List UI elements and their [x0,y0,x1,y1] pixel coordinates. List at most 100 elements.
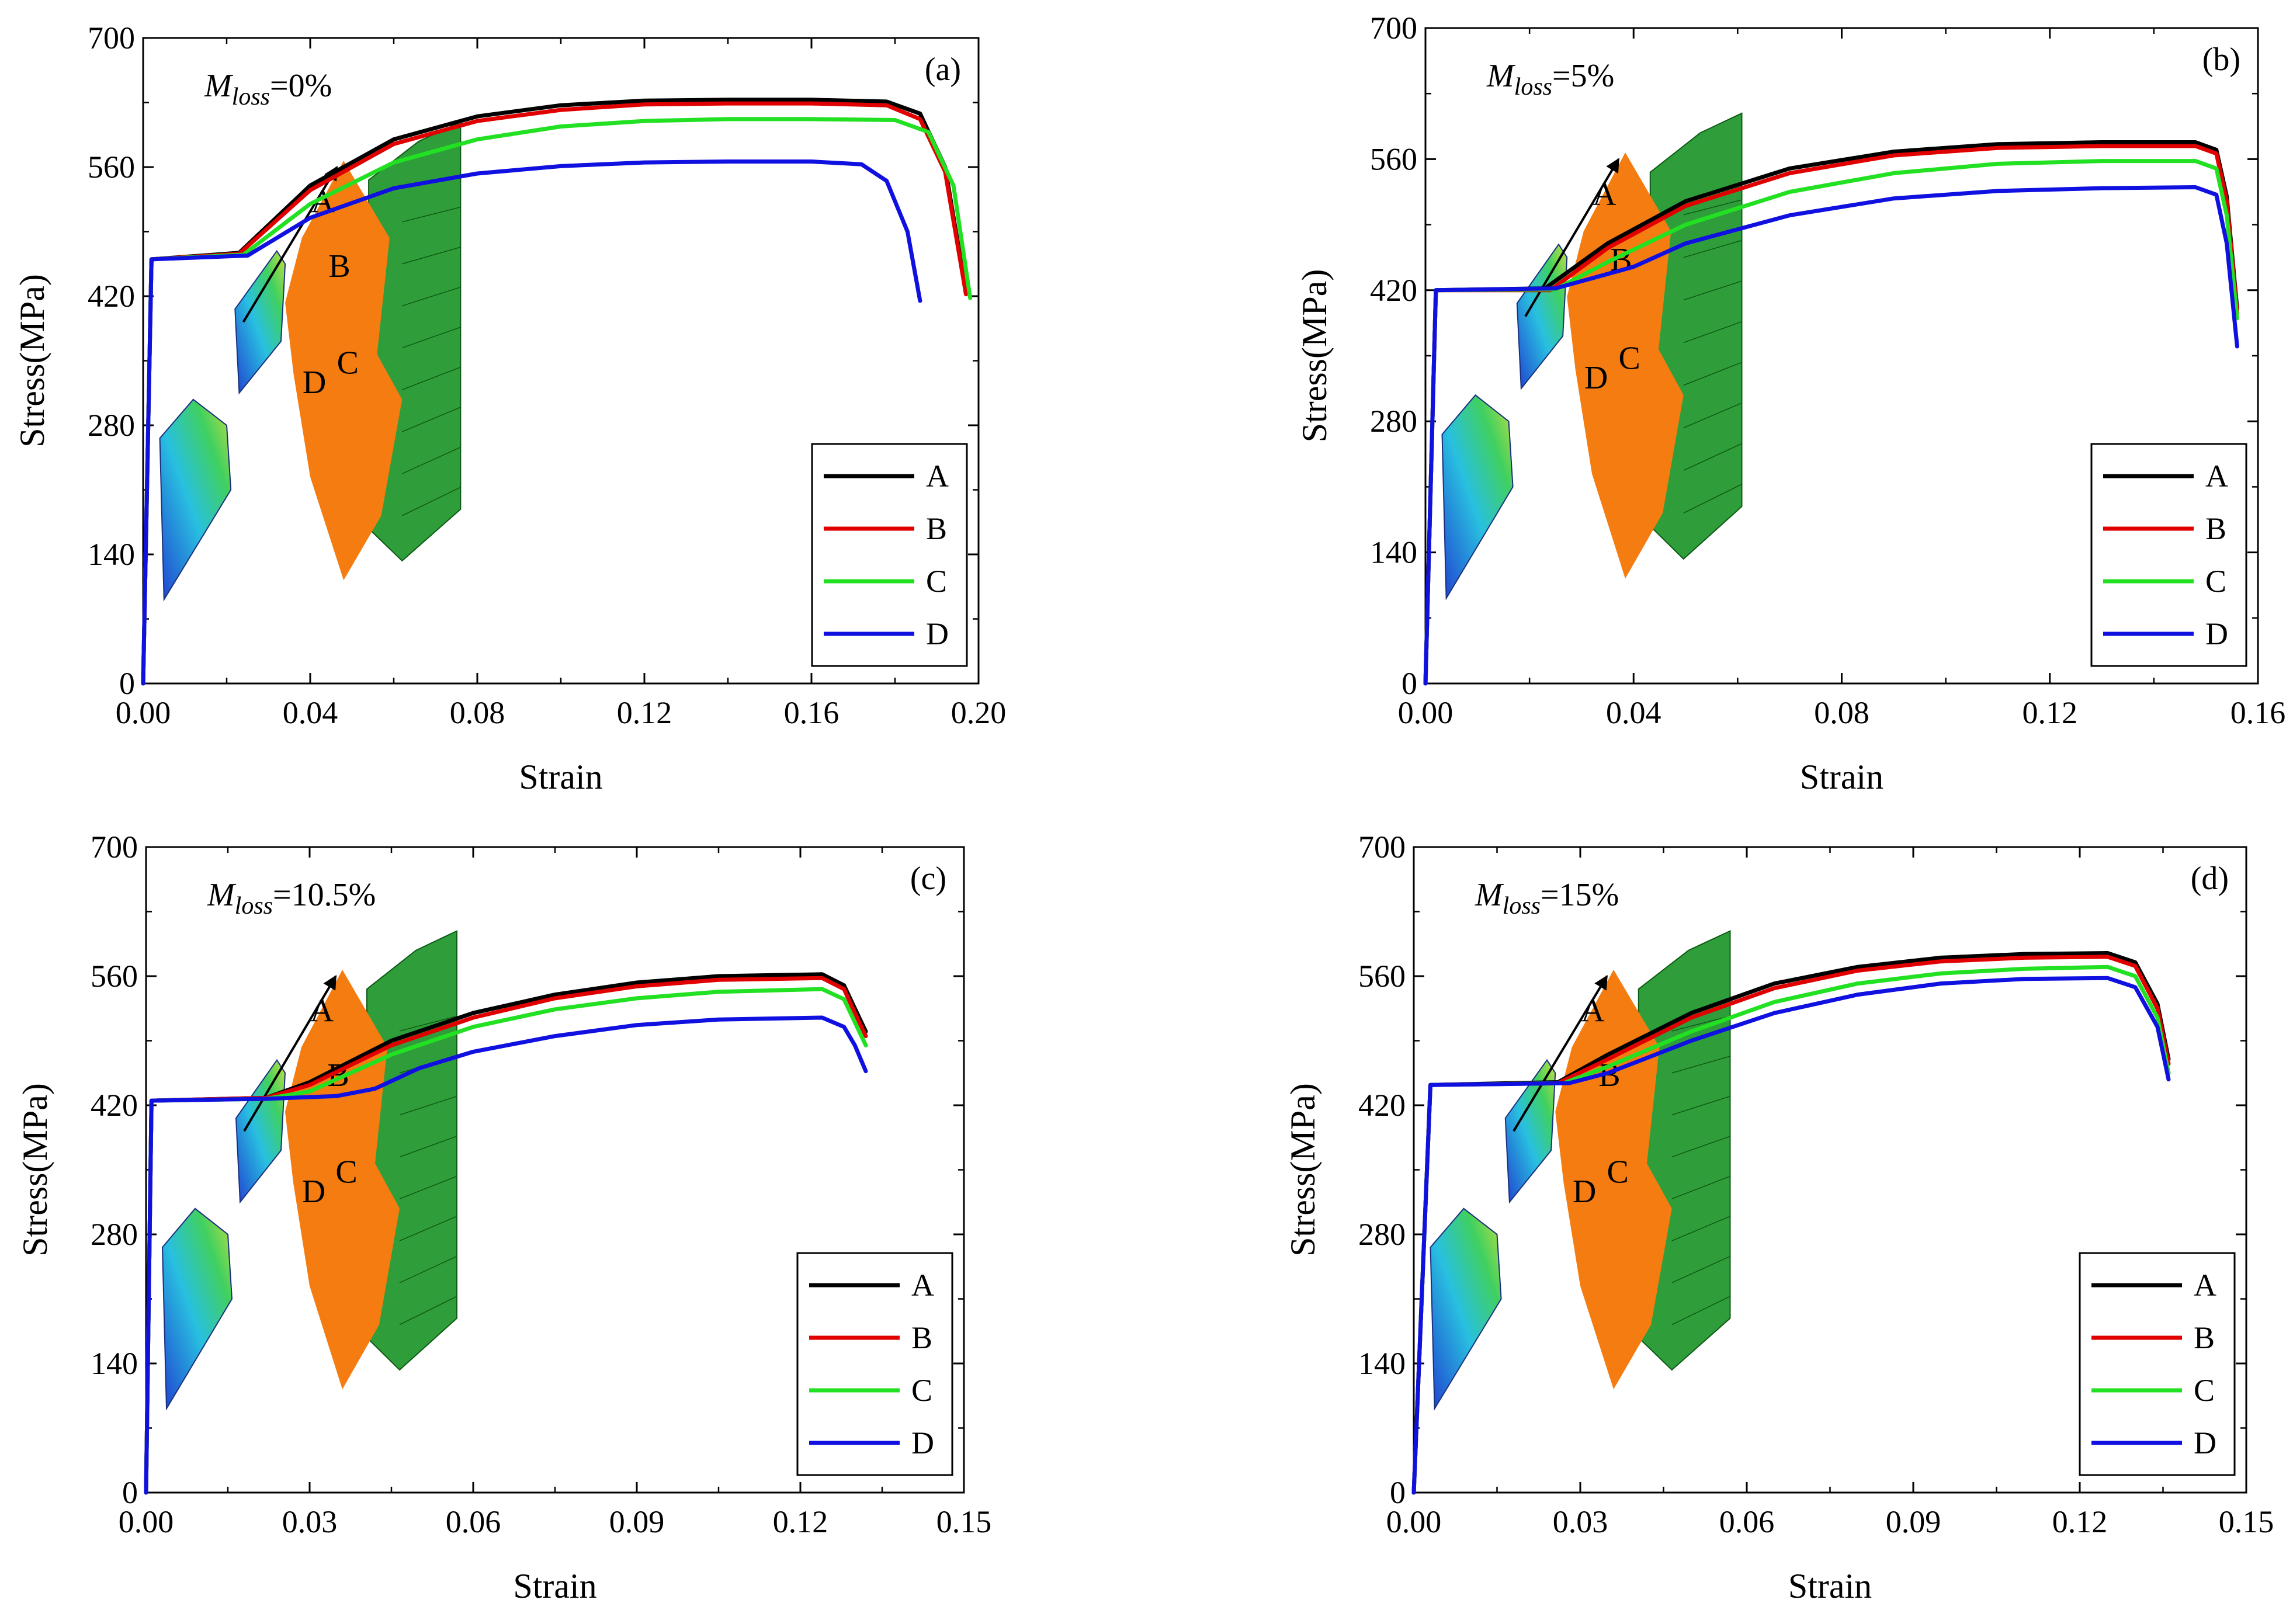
series-line-a [144,972,868,1495]
mloss-label: Mloss=0% [204,68,332,110]
panel-label: (a) [925,51,961,88]
mloss-subscript: loss [235,893,273,919]
mloss-symbol: M [204,68,234,104]
x-tick-label: 0.09 [609,1504,665,1539]
mloss-label: Mloss=5% [1486,58,1614,100]
fe-mesh-line [1683,199,1742,216]
legend-label-a: A [2205,459,2228,494]
fe-mesh-line [402,327,461,349]
mloss-symbol: M [207,877,237,913]
legend-box [811,443,968,667]
x-tick-label: 0.00 [116,695,171,730]
series-group [1423,140,2239,686]
point-label-d: D [1573,1174,1596,1210]
chart-panel-c: 0.00 0.03 0.06 0.09 0.12 0.15 0 140 280 420 560 700… [16,830,991,1605]
point-label-c: C [1607,1154,1628,1191]
x-tick-label: 0.16 [2230,695,2286,730]
fe-mesh-line [402,247,461,265]
legend-label-a: A [926,459,949,494]
point-label-c: C [337,345,359,381]
chart-panel-a: 0.00 0.04 0.08 0.12 0.16 0.20 0 140 280 420 560 700… [13,20,1006,796]
fe-specimen-medium [234,249,286,395]
series-line-d [1411,976,2171,1495]
fe-mesh-line [399,1216,457,1241]
fe-mesh-line [1683,280,1742,301]
chart-panel-b: 0.00 0.04 0.08 0.12 0.16 0 140 280 420 560 700 Stra… [1295,11,2285,796]
fe-mesh-line [402,206,461,223]
fe-specimen-small [161,1207,233,1411]
fe-specimen-small [1430,1207,1502,1411]
y-tick-label: 700 [91,830,138,865]
mloss-value: =15% [1541,877,1619,913]
y-tick-label: 280 [1370,404,1417,439]
y-tick-label: 280 [1358,1217,1406,1252]
legend-label-d: D [911,1425,934,1460]
x-tick-label: 0.08 [450,695,505,730]
y-tick-label: 560 [88,150,135,185]
y-tick-label: 0 [119,666,135,701]
mloss-value: =5% [1552,58,1614,94]
y-tick-label: 420 [1358,1088,1406,1123]
point-label-b: B [328,248,350,284]
y-tick-label: 140 [1358,1346,1406,1381]
series-line-b [1411,955,2171,1495]
x-tick-label: 0.08 [1814,695,1869,730]
zoom-arrow [243,974,337,1132]
point-label-d: D [303,365,326,401]
x-tick-label: 0.12 [617,695,672,730]
x-tick-label: 0.12 [773,1504,828,1539]
legend-label-a: A [2194,1268,2216,1303]
mloss-label: Mloss=10.5% [207,877,376,919]
mloss-subscript: loss [1514,74,1552,100]
mloss-subscript: loss [1503,893,1541,919]
y-tick-label: 140 [1370,535,1417,570]
legend-label-b: B [2205,511,2226,546]
fe-specimen-medium [1516,243,1568,390]
y-tick-label: 0 [1390,1475,1406,1510]
x-tick-label: 0.15 [2219,1504,2274,1539]
legend-label-a: A [911,1268,934,1303]
fe-mesh-line [1671,1216,1730,1241]
fe-mesh-line [401,446,461,474]
fe-specimen-small [1441,394,1514,601]
y-tick-label: 560 [91,959,138,994]
fe-mesh-line [1683,443,1742,471]
y-tick-label: 420 [88,279,135,314]
y-tick-label: 700 [1358,830,1406,865]
series-line-d [144,1015,868,1495]
mloss-label: Mloss=15% [1475,877,1619,919]
series-line-c [1411,964,2171,1495]
legend-box [796,1252,953,1476]
fe-mesh-line [1683,484,1742,513]
y-tick-label: 0 [1402,666,1417,701]
y-tick-label: 140 [88,537,135,572]
x-tick-label: 0.00 [1398,695,1453,730]
x-axis-label: Strain [519,758,602,796]
point-label-a: A [1581,993,1605,1029]
point-label-a: A [1593,176,1616,213]
x-tick-label: 0.00 [119,1504,174,1539]
x-tick-label: 0.03 [282,1504,338,1539]
x-tick-label: 0.12 [2023,695,2078,730]
x-tick-label: 0.09 [1886,1504,1941,1539]
fe-mesh-line [399,1136,457,1158]
mloss-symbol: M [1486,58,1516,94]
legend-label-d: D [2205,616,2228,651]
series-line-d [1423,185,2239,686]
series-line-c [141,117,973,686]
point-label-a: A [310,993,334,1029]
point-label-d: D [302,1174,325,1210]
fe-mesh-line [1671,1175,1730,1199]
fe-cross-section [285,160,403,581]
fe-mesh-line [1683,362,1742,386]
fe-mesh-line [399,1255,457,1283]
fe-specimen-small [159,398,232,602]
series-group [1411,951,2171,1495]
x-axis-label: Strain [513,1567,596,1605]
series-line-b [141,101,968,686]
